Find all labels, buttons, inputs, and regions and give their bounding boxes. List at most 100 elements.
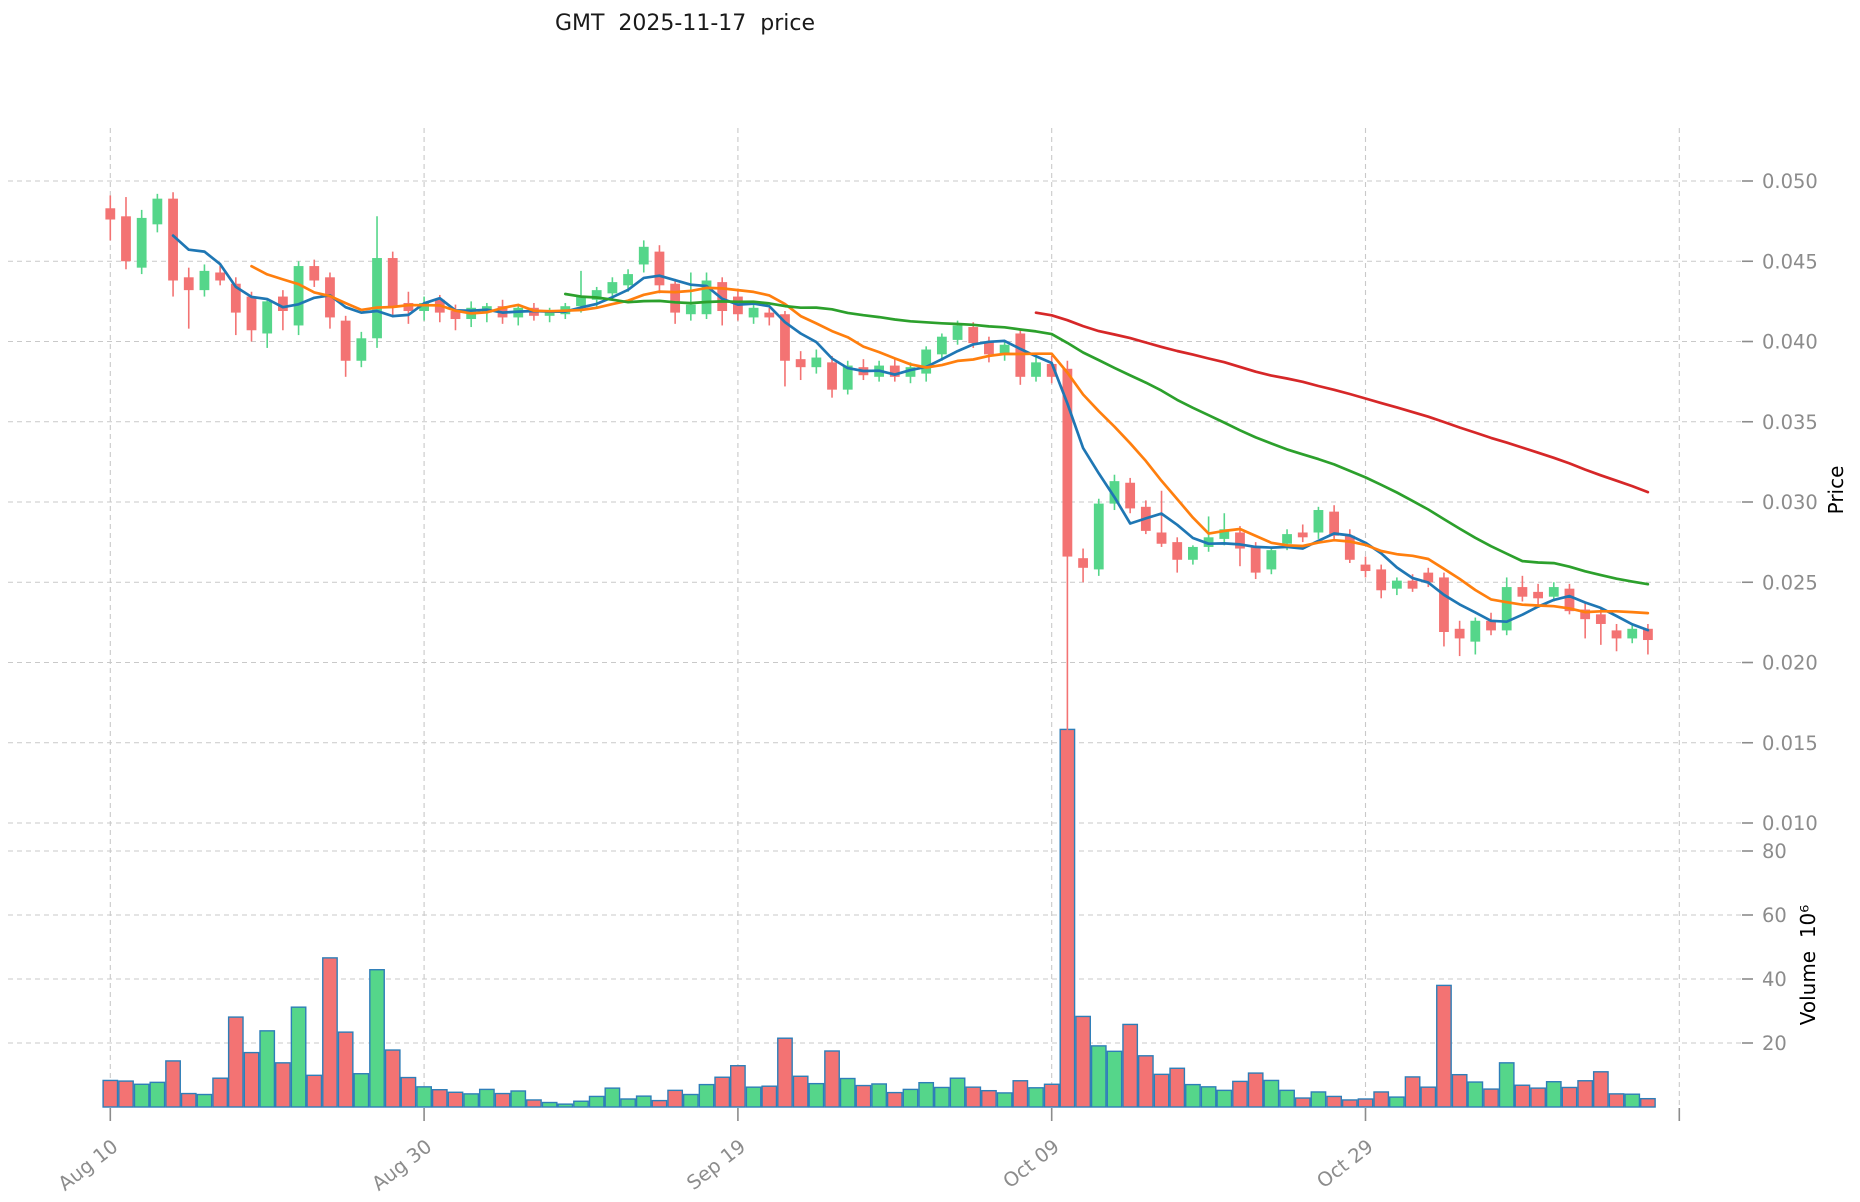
price-tick-label: 0.045 (1762, 250, 1818, 273)
volume-bar (886, 1091, 903, 1108)
volume-bar (573, 1100, 589, 1108)
volume-bar (871, 1083, 888, 1108)
volume-bar (118, 1080, 134, 1108)
candle-body (1062, 368, 1073, 557)
candle-body (685, 304, 696, 315)
volume-bar (1420, 1086, 1437, 1108)
volume-bar (1561, 1086, 1578, 1108)
volume-bar (1169, 1067, 1186, 1108)
volume-tick-label: 40 (1762, 968, 1787, 991)
gridlines (8, 128, 1750, 1108)
candle-body (450, 311, 461, 320)
candle-body (999, 344, 1010, 355)
candle-body (372, 258, 382, 339)
candle-body (1627, 628, 1638, 639)
candle-body (717, 282, 728, 312)
volume-bar (322, 957, 338, 1108)
moving-average-lines (171, 234, 1650, 632)
volume-bar (1388, 1096, 1405, 1108)
volume-tick-label: 80 (1762, 840, 1787, 863)
candle-body (1031, 362, 1041, 377)
candle-body (1423, 572, 1434, 583)
candle-body (936, 336, 947, 355)
x-tick-label: Sep 19 (682, 1135, 750, 1195)
candle-body (748, 307, 759, 318)
volume-bar (682, 1093, 699, 1108)
volume-bar (667, 1089, 684, 1108)
candle-body (1564, 588, 1575, 612)
volume-bar (510, 1090, 527, 1108)
volume-bar (1608, 1093, 1625, 1108)
x-tick-label: Aug 10 (54, 1135, 123, 1196)
candle-body (638, 246, 649, 265)
volume-bar (1451, 1073, 1468, 1108)
volume-bar (1577, 1080, 1594, 1108)
price-tick-label: 0.035 (1762, 411, 1818, 434)
candle-body (1093, 503, 1104, 570)
volume-bar (1028, 1087, 1044, 1108)
volume-bar (949, 1077, 966, 1108)
volume-bar (1294, 1097, 1311, 1108)
candle-body (403, 302, 414, 312)
price-tick-label: 0.020 (1762, 652, 1818, 675)
candle-body (1266, 550, 1277, 570)
volume-bar (651, 1099, 668, 1108)
candle-body (1517, 587, 1528, 597)
candle-body (1235, 532, 1245, 549)
candle-body (607, 282, 618, 294)
candlesticks (105, 192, 1653, 803)
candle-body (1172, 542, 1183, 560)
candle-body (921, 349, 932, 374)
candle-body (1391, 580, 1402, 589)
candle-body (1344, 535, 1355, 560)
candle-body (780, 314, 790, 361)
candle-body (168, 198, 178, 281)
volume-bar (1216, 1089, 1233, 1108)
candle-body (1156, 532, 1167, 544)
candle-body (136, 217, 147, 268)
candle-body (654, 251, 665, 286)
candle-body (246, 296, 257, 331)
volume-bar (1592, 1071, 1609, 1108)
volume-bar (149, 1081, 166, 1108)
candle-body (1203, 537, 1214, 547)
volume-bar (918, 1081, 935, 1108)
volume-bar (1530, 1087, 1546, 1108)
volume-tick-label: 20 (1762, 1032, 1787, 1055)
candle-body (623, 274, 633, 286)
volume-bars (102, 728, 1656, 1108)
candle-body (199, 270, 210, 291)
x-tick-label: Aug 30 (368, 1135, 437, 1196)
volume-bar (1514, 1084, 1531, 1108)
volume-bar (306, 1074, 323, 1108)
volume-bar (1624, 1093, 1641, 1108)
volume-bar (1326, 1095, 1343, 1108)
candle-body (1188, 546, 1198, 560)
volume-bar (447, 1091, 464, 1108)
candle-body (1376, 569, 1387, 591)
volume-bar (1404, 1076, 1421, 1108)
candle-body (309, 266, 320, 281)
volume-bar (1467, 1081, 1484, 1108)
x-tick-label: Oct 09 (999, 1135, 1064, 1193)
volume-bar (353, 1073, 370, 1108)
candle-body (968, 327, 979, 344)
volume-bar (965, 1086, 982, 1108)
ma30-line (563, 292, 1650, 586)
candle-body (277, 296, 288, 312)
candle-body (1297, 532, 1308, 538)
candle-body (905, 367, 916, 377)
candle-body (262, 301, 273, 334)
price-tick-label: 0.040 (1762, 331, 1818, 354)
candle-body (387, 258, 398, 307)
candle-body (105, 208, 116, 220)
volume-bar (1247, 1072, 1264, 1108)
candle-body (1078, 558, 1088, 568)
price-tick-label: 0.025 (1762, 571, 1818, 594)
candle-body (591, 290, 602, 300)
volume-bar (1137, 1055, 1154, 1108)
volume-bar (1263, 1079, 1280, 1108)
volume-bar (1043, 1083, 1060, 1108)
volume-bar (808, 1082, 825, 1108)
